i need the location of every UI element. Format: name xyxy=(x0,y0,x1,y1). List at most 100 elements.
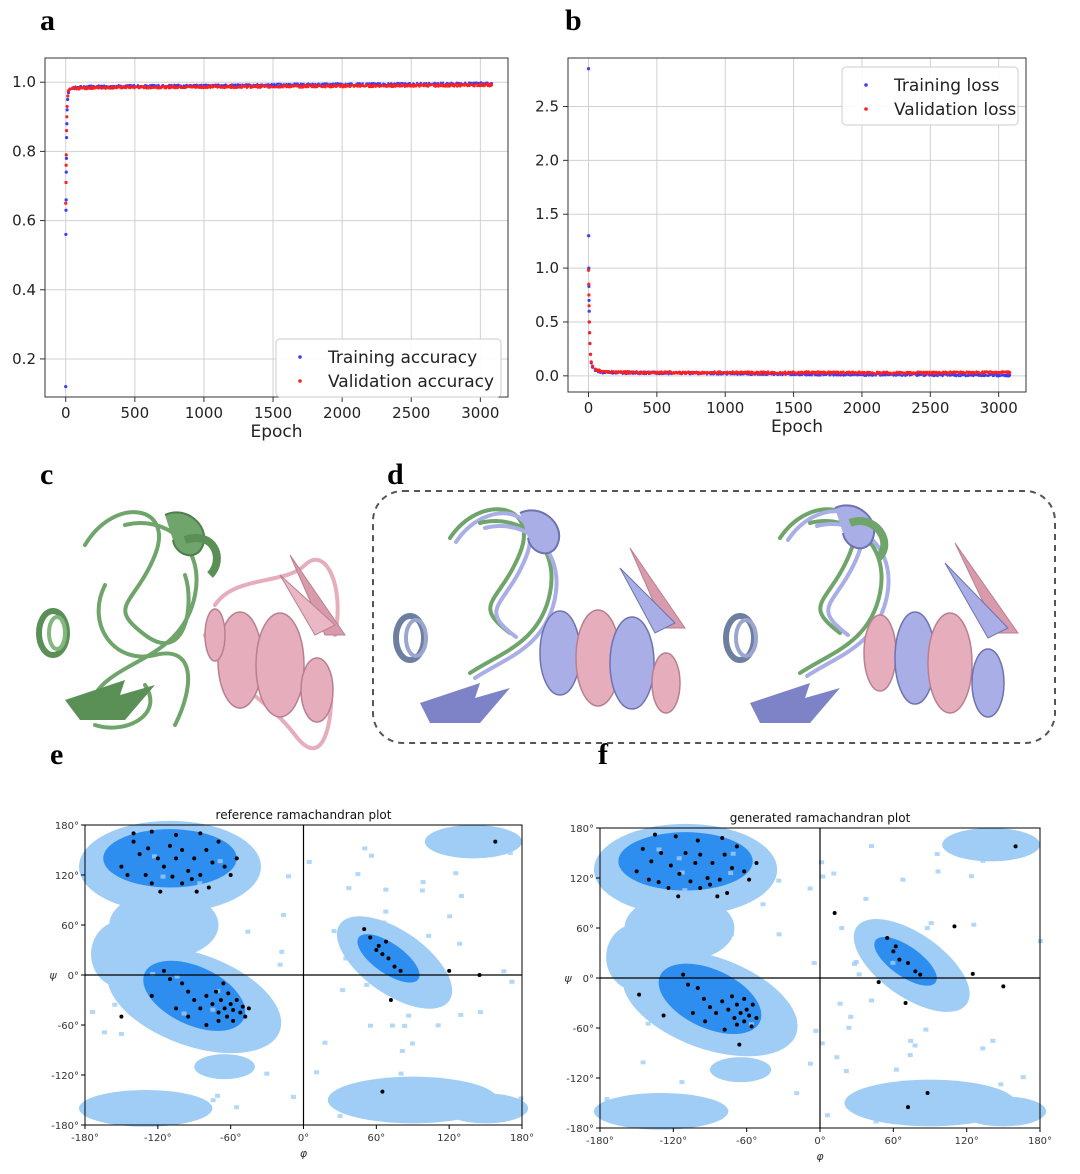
data-point xyxy=(64,156,69,160)
residue-point xyxy=(698,886,703,890)
allowed-speck xyxy=(856,972,862,977)
allowed-speck xyxy=(760,902,766,907)
residue-point xyxy=(730,866,734,870)
data-point xyxy=(64,232,68,237)
allowed-speck xyxy=(776,878,782,883)
allowed-speck xyxy=(776,932,782,937)
panel-letter-b: b xyxy=(565,4,582,37)
allowed-speck xyxy=(697,1029,703,1034)
residue-point xyxy=(722,1027,727,1032)
x-tick-label: 180° xyxy=(1028,1136,1052,1147)
allowed-speck xyxy=(906,1095,912,1100)
allowed-speck xyxy=(848,1014,854,1019)
x-tick-label: 60° xyxy=(884,1136,902,1147)
panel-letter-d: d xyxy=(387,458,404,491)
residue-point xyxy=(708,1005,712,1010)
allowed-speck xyxy=(868,998,874,1003)
allowed-speck xyxy=(971,922,977,927)
residue-point xyxy=(649,859,654,864)
residue-point xyxy=(673,834,678,839)
x-axis-label: Epoch xyxy=(250,422,302,442)
allowed-region xyxy=(593,1093,729,1130)
allowed-speck xyxy=(907,1053,913,1058)
allowed-speck xyxy=(863,896,869,901)
allowed-region xyxy=(606,923,668,991)
residue-point xyxy=(734,1022,739,1027)
data-point xyxy=(428,81,431,84)
allowed-speck xyxy=(935,869,941,874)
x-tick-label: 3000 xyxy=(461,404,499,422)
y-tick-label: 180° xyxy=(570,824,594,835)
allowed-speck xyxy=(920,985,926,990)
residue-point xyxy=(734,1002,739,1007)
residue-point xyxy=(732,1016,737,1020)
residue-point xyxy=(918,972,923,977)
allowed-speck xyxy=(923,943,929,948)
data-point xyxy=(245,84,248,88)
residue-point xyxy=(710,861,715,865)
residue-point xyxy=(754,861,759,865)
data-point xyxy=(147,87,150,90)
data-point xyxy=(277,82,280,85)
residue-point xyxy=(738,1011,743,1015)
allowed-speck xyxy=(820,874,826,879)
allowed-speck xyxy=(980,1046,986,1051)
residue-point xyxy=(698,852,703,857)
residue-point xyxy=(637,992,642,997)
residue-point xyxy=(722,852,727,857)
allowed-speck xyxy=(760,867,766,872)
allowed-speck xyxy=(813,1028,819,1033)
allowed-speck xyxy=(747,1035,753,1040)
allowed-speck xyxy=(632,1097,638,1102)
residue-point xyxy=(661,1013,666,1018)
data-point xyxy=(64,170,68,174)
allowed-speck xyxy=(769,1018,775,1023)
allowed-speck xyxy=(948,1119,954,1124)
data-point xyxy=(209,86,212,89)
allowed-speck xyxy=(968,874,974,879)
data-point xyxy=(65,122,69,126)
allowed-speck xyxy=(990,1038,996,1043)
data-point xyxy=(255,85,258,89)
residue-point xyxy=(653,832,657,837)
y-tick-label: 0.8 xyxy=(12,142,36,160)
residue-point xyxy=(690,1011,695,1015)
allowed-speck xyxy=(934,851,940,856)
allowed-speck xyxy=(656,847,662,852)
residue-point xyxy=(659,851,664,855)
plot-title: generated ramachandran plot xyxy=(730,811,911,825)
panel-letter-c: c xyxy=(40,458,54,491)
residue-point xyxy=(634,869,639,874)
residue-point xyxy=(730,994,734,999)
residue-point xyxy=(688,879,693,884)
residue-point xyxy=(897,957,902,962)
residue-point xyxy=(903,1001,908,1005)
residue-point xyxy=(717,877,722,882)
y-tick-label: -120° xyxy=(566,1074,594,1085)
allowed-speck xyxy=(831,871,837,876)
residue-point xyxy=(885,936,890,940)
allowed-speck xyxy=(645,1021,651,1026)
residue-point xyxy=(686,982,690,987)
y-axis-label: ψ xyxy=(564,972,572,985)
allowed-speck xyxy=(807,886,813,891)
allowed-speck xyxy=(728,871,734,876)
y-tick-label: -60° xyxy=(573,1024,594,1035)
allowed-speck xyxy=(1014,836,1020,841)
allowed-speck xyxy=(656,935,662,940)
residue-point xyxy=(708,882,712,887)
residue-point xyxy=(701,996,706,1001)
favoured-region xyxy=(618,832,753,891)
allowed-speck xyxy=(741,1067,747,1072)
data-point xyxy=(75,88,78,91)
x-tick-label: 2000 xyxy=(323,404,361,422)
residue-point xyxy=(726,1007,731,1012)
y-tick-label: 120° xyxy=(570,874,594,885)
allowed-region xyxy=(942,828,1040,862)
residue-point xyxy=(747,1013,752,1018)
x-tick-label: 500 xyxy=(121,404,150,422)
data-point xyxy=(267,84,270,87)
allowed-speck xyxy=(794,1091,800,1096)
residue-point xyxy=(744,1007,749,1012)
